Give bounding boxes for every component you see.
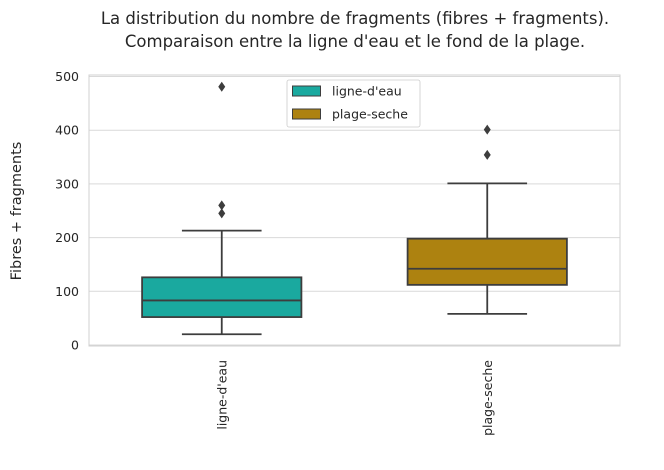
box-2 [406,124,568,315]
y-ticks: 0 100 200 300 400 500 [55,69,79,353]
outlier-point [218,81,226,92]
y-axis-label: Fibres + fragments [9,142,25,281]
y-tick-label: 500 [55,69,79,84]
y-tick-label: 300 [55,176,79,191]
boxes [141,81,568,336]
legend-swatch [292,108,321,120]
legend: ligne-d'eau plage-seche [286,79,421,128]
plot-area-frame [88,74,621,347]
legend-label: ligne-d'eau [332,84,402,99]
y-tick-label: 0 [71,338,79,353]
outlier-point [483,149,491,160]
box-iqr [141,276,303,318]
legend-label: plage-seche [332,107,408,122]
x-ticks: ligne-d'eau plage-seche [214,360,495,436]
box-iqr [406,237,568,286]
y-tick-label: 400 [55,123,79,138]
box-1 [141,81,303,336]
x-tick-label: plage-seche [480,360,495,436]
outlier-point [483,124,491,135]
chart-title-line-2: Comparaison entre la ligne d'eau et le f… [125,32,585,51]
y-tick-label: 200 [55,230,79,245]
y-tick-label: 100 [55,284,79,299]
x-tick-label: ligne-d'eau [214,360,229,430]
outlier-point [218,200,226,211]
outlier-point [218,208,226,219]
legend-swatch [292,85,321,97]
chart-title-line-1: La distribution du nombre de fragments (… [101,9,609,28]
